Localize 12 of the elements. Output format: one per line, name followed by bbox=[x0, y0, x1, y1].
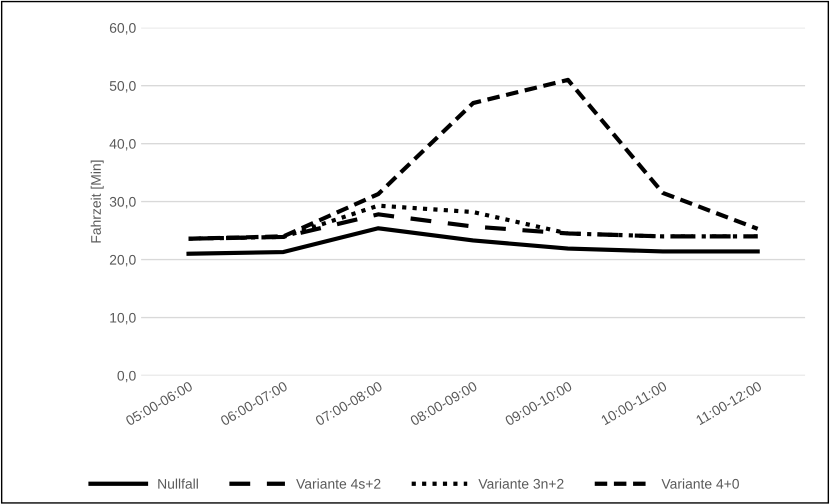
y-tick-label: 10,0 bbox=[110, 312, 136, 324]
y-tick-label: 20,0 bbox=[110, 254, 136, 266]
legend-label: Variante 4+0 bbox=[661, 478, 739, 489]
legend-label: Variante 3n+2 bbox=[478, 478, 564, 489]
y-tick-label: 30,0 bbox=[110, 196, 136, 208]
legend-label: Nullfall bbox=[158, 478, 198, 489]
y-tick-label: 40,0 bbox=[110, 138, 136, 150]
y-tick-label: 0,0 bbox=[117, 370, 136, 382]
legend-label: Variante 4s+2 bbox=[296, 478, 380, 489]
y-tick-label: 50,0 bbox=[110, 81, 136, 92]
y-tick-label: 60,0 bbox=[110, 23, 136, 35]
y-axis-title: Fahrzeit [Min] bbox=[90, 160, 104, 243]
